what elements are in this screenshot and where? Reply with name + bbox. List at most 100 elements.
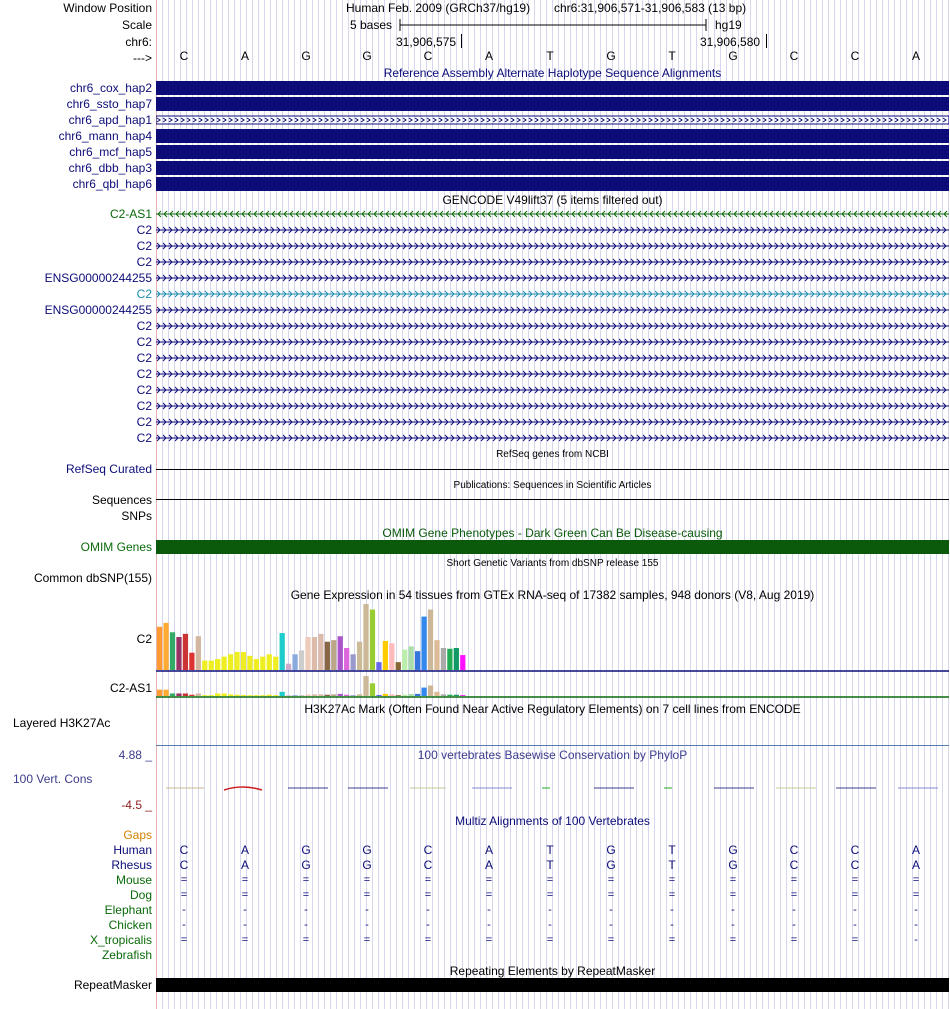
repeatmasker-label[interactable]: RepeatMasker: [73, 978, 152, 992]
assembly-text: Human Feb. 2009 (GRCh37/hg19): [346, 1, 531, 15]
reference-base: G: [362, 49, 372, 63]
dbsnp-label[interactable]: Common dbSNP(155): [33, 571, 152, 585]
alt-hap-label[interactable]: chr6_ssto_hap7: [66, 97, 152, 111]
position-text[interactable]: chr6:31,906,571-31,906,583 (13 bp): [554, 1, 747, 15]
gtex-bar-c2: [311, 637, 318, 670]
alt-hap-label[interactable]: chr6_mcf_hap5: [69, 145, 152, 159]
multiz-species-label[interactable]: Chicken: [108, 918, 152, 932]
gencode-transcript[interactable]: [156, 367, 949, 384]
gencode-label[interactable]: C2: [136, 223, 152, 237]
gtex-chart[interactable]: [156, 602, 949, 698]
gencode-label[interactable]: C2: [136, 351, 152, 365]
alt-hap-bar[interactable]: [156, 97, 949, 111]
gencode-transcript[interactable]: [156, 399, 949, 416]
gencode-label[interactable]: C2: [136, 287, 152, 301]
multiz-species-label[interactable]: Mouse: [115, 873, 152, 887]
gencode-label[interactable]: C2: [136, 399, 152, 413]
multiz-base: =: [180, 889, 188, 901]
refseq-title[interactable]: RefSeq genes from NCBI: [496, 449, 609, 460]
multiz-base: C: [423, 843, 433, 857]
multiz-base: -: [731, 919, 735, 931]
multiz-species-label[interactable]: Elephant: [104, 903, 152, 917]
gencode-transcript[interactable]: [156, 383, 949, 400]
alt-hap-arrow-line[interactable]: [155, 113, 950, 130]
conservation-label[interactable]: 100 Vert. Cons: [13, 772, 93, 786]
gencode-label[interactable]: ENSG00000244255: [44, 303, 152, 317]
gtex-label-c2-as1[interactable]: C2-AS1: [109, 681, 152, 695]
gtex-bar-c2-as1: [286, 695, 292, 696]
gencode-transcript[interactable]: [156, 415, 949, 432]
multiz-species-label[interactable]: Zebrafish: [101, 948, 152, 962]
gencode-transcript[interactable]: [156, 319, 949, 336]
multiz-species-label[interactable]: X_tropicalis: [89, 933, 152, 947]
multiz-species-label[interactable]: Dog: [129, 888, 152, 902]
multiz-base: C: [179, 843, 189, 857]
gencode-label[interactable]: C2: [136, 383, 152, 397]
alt-hap-label[interactable]: chr6_mann_hap4: [58, 129, 152, 143]
scale-text: 5 bases: [350, 18, 393, 32]
gencode-transcript[interactable]: [156, 239, 949, 256]
gencode-label[interactable]: C2: [136, 367, 152, 381]
alt-hap-bar[interactable]: [156, 145, 949, 159]
multiz-species-label[interactable]: Rhesus: [111, 858, 152, 872]
gencode-transcript[interactable]: [156, 255, 949, 272]
multiz-base: -: [609, 904, 613, 916]
reference-base: T: [668, 49, 676, 63]
gtex-bar-c2-as1: [421, 687, 427, 696]
gencode-transcript[interactable]: [156, 351, 949, 368]
gtex-bar-c2-as1: [189, 694, 195, 696]
gtex-title[interactable]: Gene Expression in 54 tissues from GTEx …: [290, 588, 815, 602]
omim-title[interactable]: OMIM Gene Phenotypes - Dark Green Can Be…: [382, 526, 723, 540]
publications-label-sequences[interactable]: Sequences: [91, 493, 152, 507]
gtex-bar-c2: [227, 654, 234, 670]
omim-bar[interactable]: [156, 540, 949, 554]
gencode-label[interactable]: C2: [136, 335, 152, 349]
gencode-label[interactable]: C2: [136, 431, 152, 445]
gencode-transcript[interactable]: [156, 287, 949, 304]
alt-hap-label[interactable]: chr6_cox_hap2: [69, 81, 152, 95]
publications-label-snps[interactable]: SNPs: [121, 509, 152, 523]
gtex-bar-c2-as1: [311, 694, 318, 696]
alt-hap-label[interactable]: chr6_dbb_hap3: [68, 161, 152, 175]
gencode-label[interactable]: C2: [136, 239, 152, 253]
gtex-label-c2[interactable]: C2: [136, 632, 152, 646]
gencode-label[interactable]: C2: [136, 255, 152, 269]
gencode-transcript[interactable]: [156, 431, 949, 448]
repeatmasker-bar[interactable]: [156, 978, 949, 992]
conservation-plot[interactable]: [156, 780, 949, 796]
gencode-label[interactable]: C2: [136, 319, 152, 333]
alt-hap-bar[interactable]: [156, 81, 949, 95]
gencode-transcript[interactable]: [156, 223, 949, 240]
reference-base: T: [546, 49, 554, 63]
gencode-label[interactable]: C2: [136, 415, 152, 429]
multiz-title[interactable]: Multiz Alignments of 100 Vertebrates: [455, 814, 650, 828]
multiz-base: -: [853, 904, 857, 916]
multiz-base: C: [850, 858, 860, 872]
multiz-gaps-label[interactable]: Gaps: [123, 828, 152, 842]
refseq-label[interactable]: RefSeq Curated: [65, 462, 152, 476]
alt-hap-title[interactable]: Reference Assembly Alternate Haplotype S…: [383, 66, 722, 80]
gencode-transcript[interactable]: [156, 271, 949, 288]
gencode-transcript[interactable]: [156, 335, 949, 352]
publications-title[interactable]: Publications: Sequences in Scientific Ar…: [453, 480, 652, 491]
alt-hap-bar[interactable]: [156, 161, 949, 175]
conservation-title[interactable]: 100 vertebrates Basewise Conservation by…: [417, 748, 688, 762]
omim-label[interactable]: OMIM Genes: [80, 540, 152, 554]
gencode-label[interactable]: C2-AS1: [109, 207, 152, 221]
alt-hap-label[interactable]: chr6_qbl_hap6: [72, 177, 152, 191]
gencode-label[interactable]: ENSG00000244255: [44, 271, 152, 285]
multiz-base: =: [180, 874, 188, 886]
h3k27ac-label[interactable]: Layered H3K27Ac: [13, 716, 111, 730]
alt-hap-bar[interactable]: [156, 177, 949, 191]
repeatmasker-title[interactable]: Repeating Elements by RepeatMasker: [449, 964, 656, 978]
alt-hap-bar[interactable]: [156, 129, 949, 143]
multiz-species-label[interactable]: Human: [113, 843, 152, 857]
gencode-transcript[interactable]: [156, 207, 949, 224]
gencode-transcript[interactable]: [156, 303, 949, 320]
h3k27ac-title[interactable]: H3K27Ac Mark (Often Found Near Active Re…: [304, 702, 801, 716]
gencode-title[interactable]: GENCODE V49lift37 (5 items filtered out): [442, 193, 663, 207]
gtex-bar-c2: [421, 616, 427, 670]
alt-hap-label[interactable]: chr6_apd_hap1: [68, 113, 152, 127]
dbsnp-title[interactable]: Short Genetic Variants from dbSNP releas…: [446, 558, 659, 569]
reference-base: C: [789, 49, 799, 63]
